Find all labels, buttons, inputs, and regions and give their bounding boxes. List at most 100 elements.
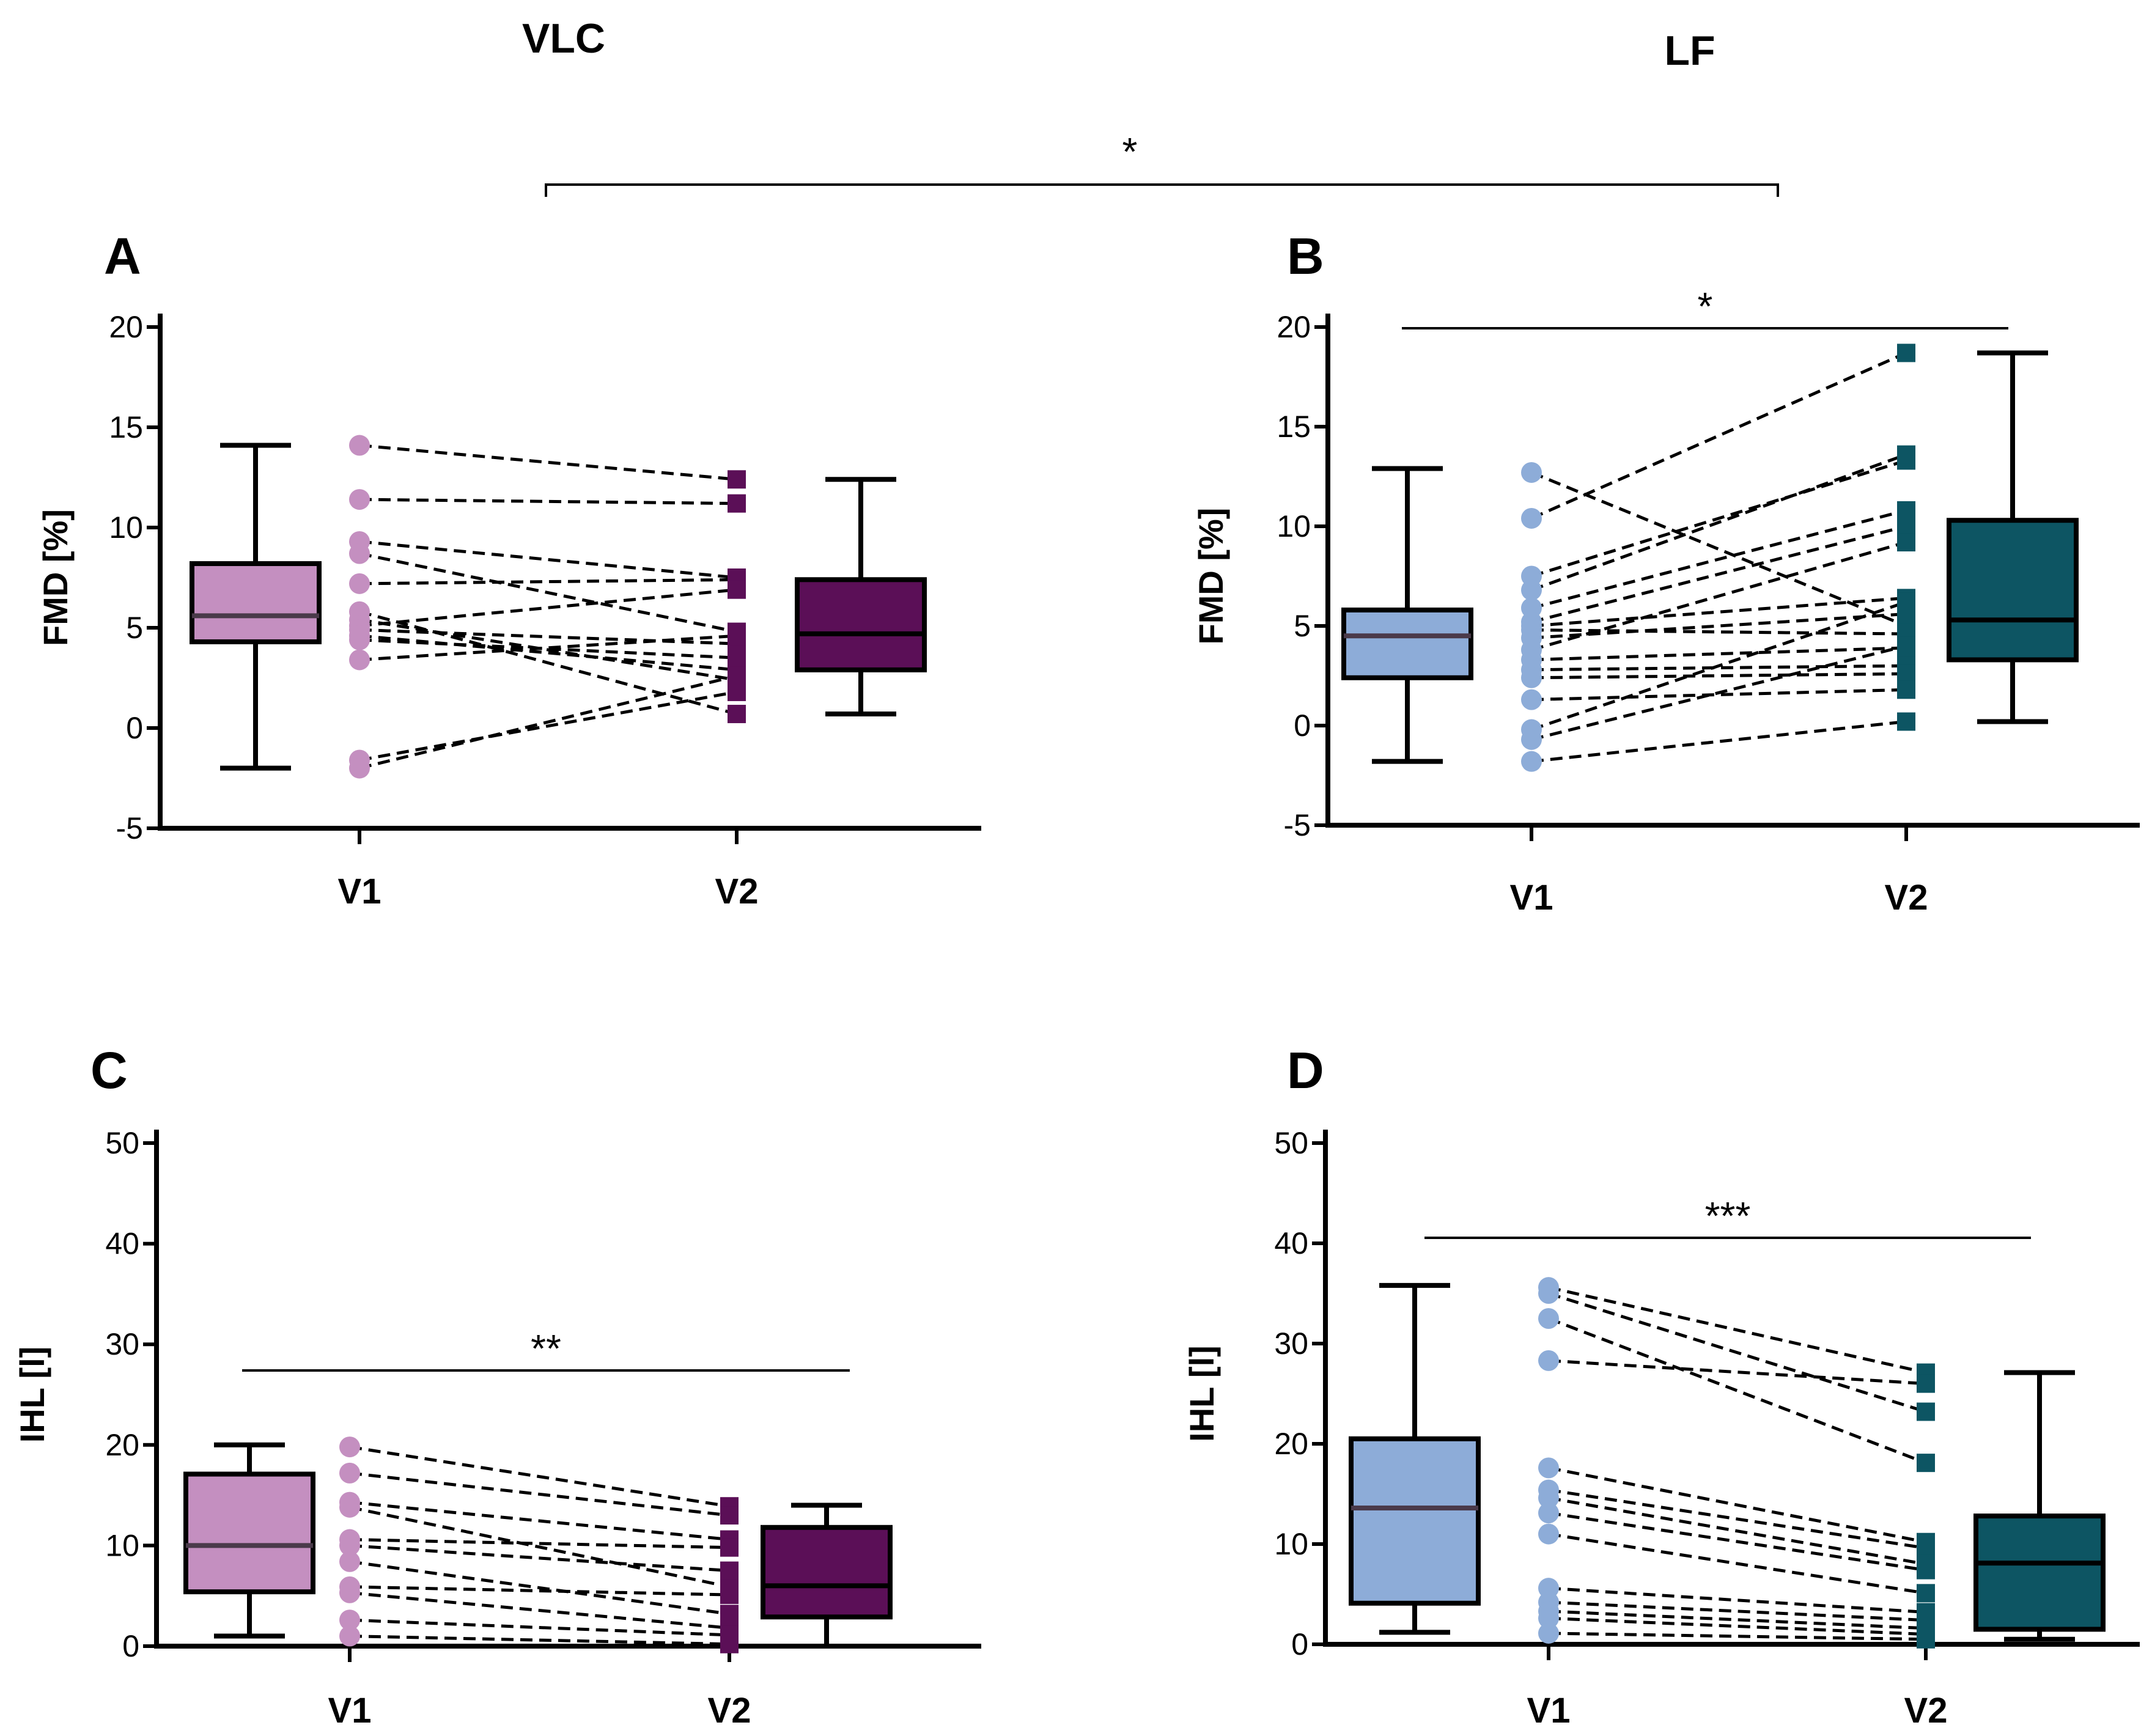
pair-line (349, 1591, 730, 1630)
box-v2 (1947, 518, 2079, 663)
pair-line (359, 634, 737, 672)
v1-point (339, 1535, 360, 1556)
significance-label: ** (531, 1326, 561, 1370)
y-tick-label: 20 (109, 310, 143, 344)
v2-point (728, 705, 746, 724)
pair-line (349, 1538, 730, 1550)
box-v2 (761, 1525, 893, 1620)
v1-point (339, 1436, 360, 1458)
v1-point (1538, 1622, 1559, 1644)
v2-point (720, 1586, 739, 1605)
v1-point (349, 649, 370, 671)
pair-line (1548, 1586, 1926, 1614)
pair-line (349, 1635, 730, 1646)
v2-point (1897, 712, 1915, 731)
v1-point (1538, 1308, 1559, 1329)
v1-point (1538, 1608, 1559, 1629)
pair-line (1531, 596, 1907, 628)
pair-line (349, 1501, 730, 1542)
pair-line (1548, 1496, 1926, 1566)
pair-line (1548, 1609, 1926, 1630)
v1-point (1538, 1487, 1559, 1509)
pair-line (1548, 1285, 1926, 1374)
pair-line (359, 498, 737, 506)
global-bracket-line (545, 183, 1779, 197)
pair-line (1531, 646, 1907, 661)
pair-line (1548, 1600, 1926, 1622)
v1-point (1538, 1283, 1559, 1304)
y-tick-label: 50 (1274, 1126, 1308, 1160)
y-tick-label: 20 (1274, 1427, 1308, 1461)
pair-line (1548, 1292, 1926, 1413)
x-tick-label: V1 (338, 872, 381, 911)
v1-point (1521, 579, 1542, 601)
pair-line (1531, 459, 1907, 578)
significance-label: *** (1705, 1194, 1751, 1238)
pair-line (349, 1445, 730, 1508)
y-tick-label: 5 (1294, 609, 1311, 643)
y-tick-label: 5 (126, 611, 143, 645)
y-tick-label: 0 (1294, 708, 1311, 743)
pair-line (359, 588, 737, 628)
pair-line (1548, 1616, 1926, 1636)
v2-point (1897, 344, 1915, 362)
pair-line (349, 1543, 730, 1573)
v1-point (1521, 507, 1542, 529)
v2-point (728, 682, 746, 701)
y-tick-label: 30 (105, 1327, 139, 1361)
pair-line (359, 638, 737, 660)
v2-point (1917, 1402, 1935, 1421)
pair-line (359, 628, 737, 645)
x-tick-label: V1 (1527, 1691, 1571, 1730)
global-significance-label: * (1122, 130, 1138, 174)
y-tick-label: 40 (105, 1227, 139, 1261)
v2-point (1917, 1539, 1935, 1558)
pair-line (1531, 612, 1907, 640)
pair-line (359, 690, 737, 762)
v2-point (1897, 636, 1915, 655)
y-tick-label: 10 (105, 1528, 139, 1562)
v2-point (1917, 1374, 1935, 1393)
pair-line (1530, 351, 1907, 520)
pair-line (359, 444, 737, 481)
y-axis-label: IHL [l] (13, 1347, 51, 1443)
pair-line (349, 1618, 730, 1637)
v2-point (1917, 1454, 1935, 1473)
box-v1 (183, 1471, 315, 1595)
pair-line (1548, 1466, 1926, 1544)
y-axis-label: IHL [l] (1182, 1345, 1221, 1442)
pair-line (1531, 453, 1907, 592)
v1-point (349, 757, 370, 779)
pair-line (1531, 644, 1907, 741)
box-v1 (1349, 1436, 1481, 1606)
v2-point (1917, 1584, 1935, 1603)
panel-letter: A (104, 227, 141, 285)
v1-point (1538, 1523, 1559, 1545)
pair-line (349, 1471, 730, 1517)
pair-line (349, 1560, 730, 1616)
v2-point (1917, 1630, 1935, 1649)
v2-point (720, 1506, 739, 1525)
y-tick-label: 15 (1277, 410, 1311, 444)
v1-point (349, 629, 370, 650)
panel-b: B -5 0 5 10 15 20 FMD [%] V1 V2 * (1192, 227, 2140, 918)
pair-line (359, 552, 737, 634)
y-tick-label: 20 (1277, 310, 1311, 344)
y-tick-label: 40 (1274, 1226, 1308, 1260)
y-tick-label: 50 (105, 1126, 139, 1160)
pair-line (359, 610, 737, 716)
v2-point (728, 649, 746, 668)
v1-point (339, 1462, 360, 1484)
y-tick-label: 20 (105, 1428, 139, 1462)
x-tick-label: V1 (1510, 878, 1553, 918)
y-tick-label: -5 (116, 811, 143, 845)
v2-point (728, 627, 746, 645)
box-v1 (1341, 607, 1473, 680)
y-tick-label: -5 (1284, 808, 1311, 842)
v2-point (728, 494, 746, 513)
v1-point (339, 1609, 360, 1631)
pair-line (349, 1506, 730, 1589)
pair-line (359, 578, 737, 586)
x-tick-label: V2 (708, 1691, 751, 1730)
